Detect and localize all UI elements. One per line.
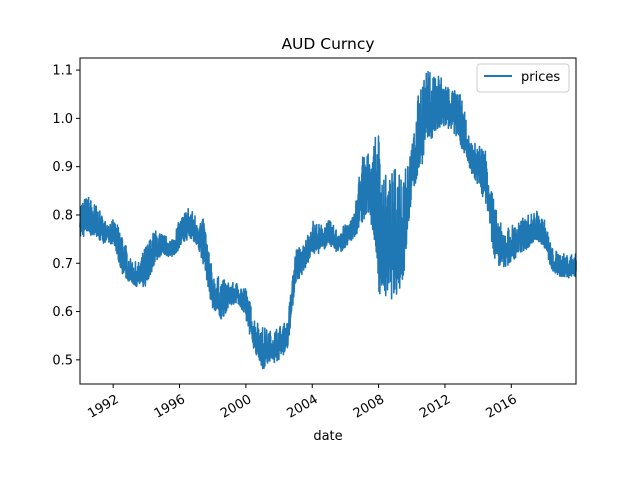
y-tick-label: 0.8: [52, 208, 73, 223]
legend-label-prices: prices: [521, 70, 560, 85]
price-series: [79, 70, 577, 370]
y-tick-label: 0.7: [52, 257, 73, 272]
y-tick-label: 1.1: [52, 64, 73, 79]
y-tick-label: 0.9: [52, 160, 73, 175]
x-axis-label: date: [313, 429, 342, 444]
price-series-line: [79, 70, 577, 370]
y-tick-label: 0.5: [52, 353, 73, 368]
plot-area-frame: [79, 57, 577, 385]
y-tick-label: 1.0: [52, 112, 73, 127]
chart-title: AUD Curncy: [281, 35, 374, 53]
y-axis: 0.5 0.6 0.7 0.8 0.9 1.0 1.1: [52, 64, 80, 368]
y-tick-label: 0.6: [52, 305, 73, 320]
legend: prices: [476, 63, 570, 93]
legend-box: [476, 63, 570, 93]
